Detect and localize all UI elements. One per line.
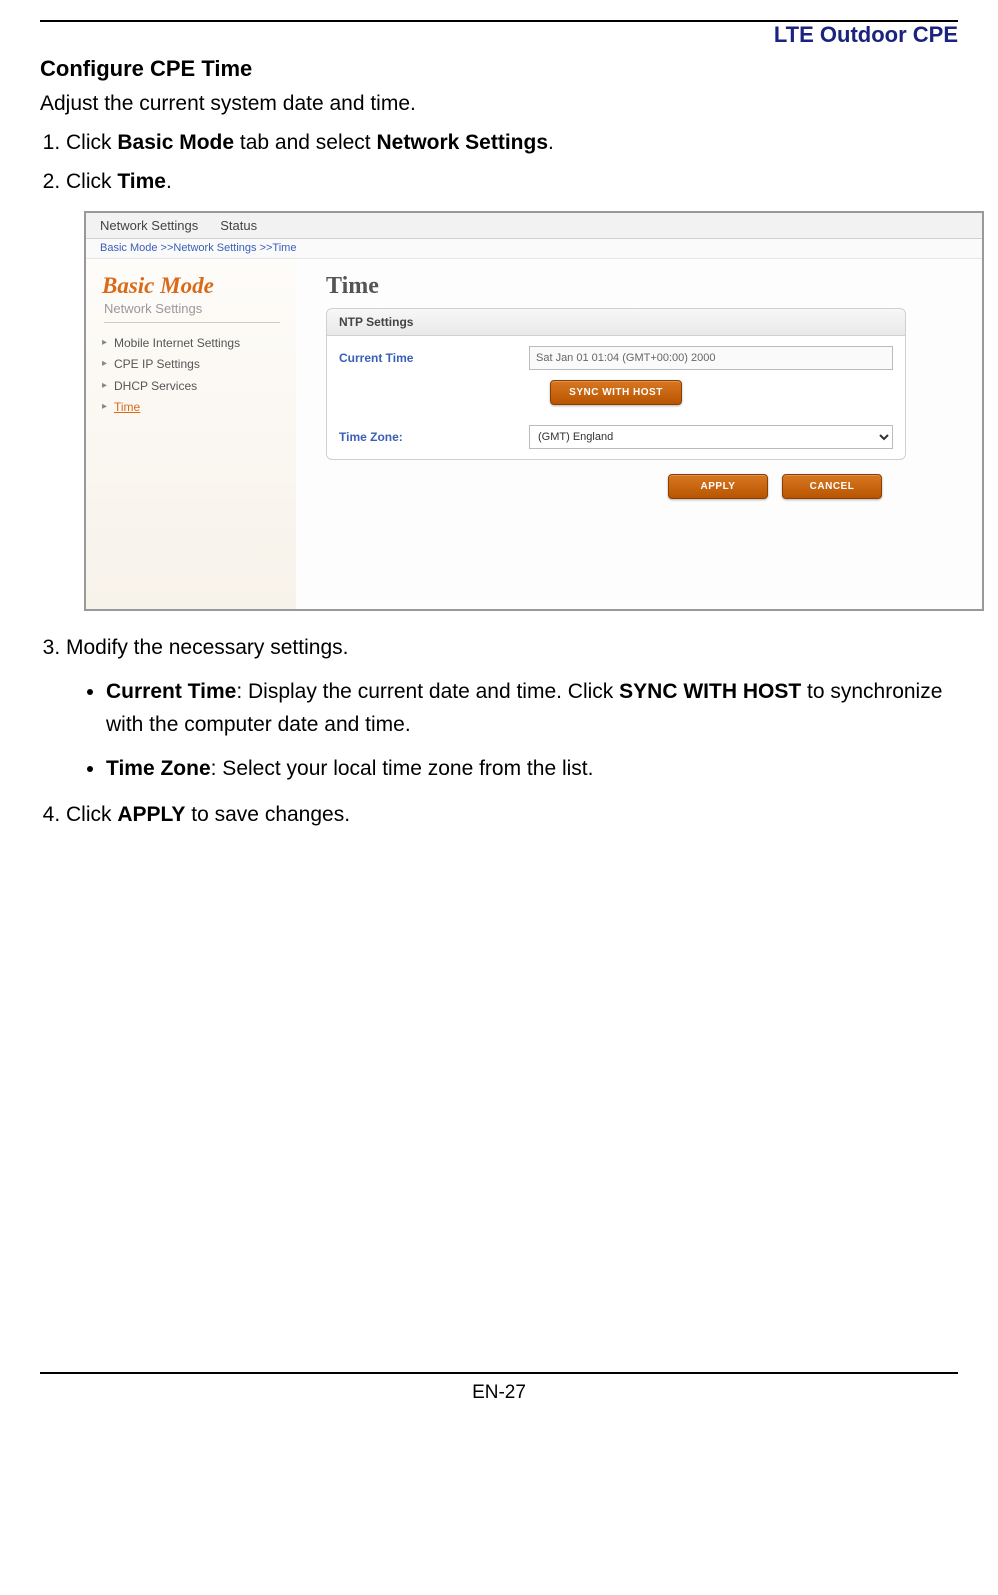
- cancel-button[interactable]: CANCEL: [782, 474, 882, 499]
- apply-button[interactable]: APPLY: [668, 474, 768, 499]
- ntp-header: NTP Settings: [327, 309, 905, 336]
- page-number: EN-27: [40, 1382, 958, 1404]
- time-zone-select[interactable]: (GMT) England: [529, 425, 893, 449]
- section-title: Configure CPE Time: [40, 56, 958, 82]
- bullet-current-time: Current Time: Display the current date a…: [106, 676, 958, 741]
- breadcrumb: Basic Mode >>Network Settings >>Time: [86, 239, 982, 259]
- sidebar-item-mobile-internet[interactable]: Mobile Internet Settings: [102, 333, 280, 355]
- sidebar-item-dhcp[interactable]: DHCP Services: [102, 376, 280, 398]
- tab-status[interactable]: Status: [220, 218, 257, 233]
- step-3: Modify the necessary settings. Current T…: [66, 631, 958, 786]
- step-2: Click Time.: [66, 165, 958, 199]
- step-1: Click Basic Mode tab and select Network …: [66, 126, 958, 160]
- current-time-label: Current Time: [339, 351, 509, 365]
- ntp-box: NTP Settings Current Time SYNC WITH HOST…: [326, 308, 906, 460]
- sync-with-host-button[interactable]: SYNC WITH HOST: [550, 380, 682, 405]
- panel-title: Time: [326, 273, 962, 300]
- current-time-input[interactable]: [529, 346, 893, 370]
- doc-header-title: LTE Outdoor CPE: [40, 22, 958, 48]
- time-zone-label: Time Zone:: [339, 430, 509, 444]
- top-tabs: Network Settings Status: [86, 213, 982, 239]
- sidebar-item-time[interactable]: Time: [102, 397, 280, 419]
- screenshot-box: Network Settings Status Basic Mode >>Net…: [84, 211, 984, 611]
- intro-text: Adjust the current system date and time.: [40, 88, 958, 120]
- bullet-time-zone: Time Zone: Select your local time zone f…: [106, 753, 958, 786]
- sidebar-item-cpe-ip[interactable]: CPE IP Settings: [102, 354, 280, 376]
- top-rule: [40, 20, 958, 22]
- bottom-rule: [40, 1372, 958, 1374]
- sidebar-subtitle: Network Settings: [104, 301, 280, 323]
- main-panel: Time NTP Settings Current Time SYNC WITH…: [296, 259, 982, 609]
- step-4: Click APPLY to save changes.: [66, 798, 958, 832]
- sidebar: Basic Mode Network Settings Mobile Inter…: [86, 259, 296, 609]
- tab-network-settings[interactable]: Network Settings: [100, 218, 198, 233]
- sidebar-title: Basic Mode: [102, 273, 280, 299]
